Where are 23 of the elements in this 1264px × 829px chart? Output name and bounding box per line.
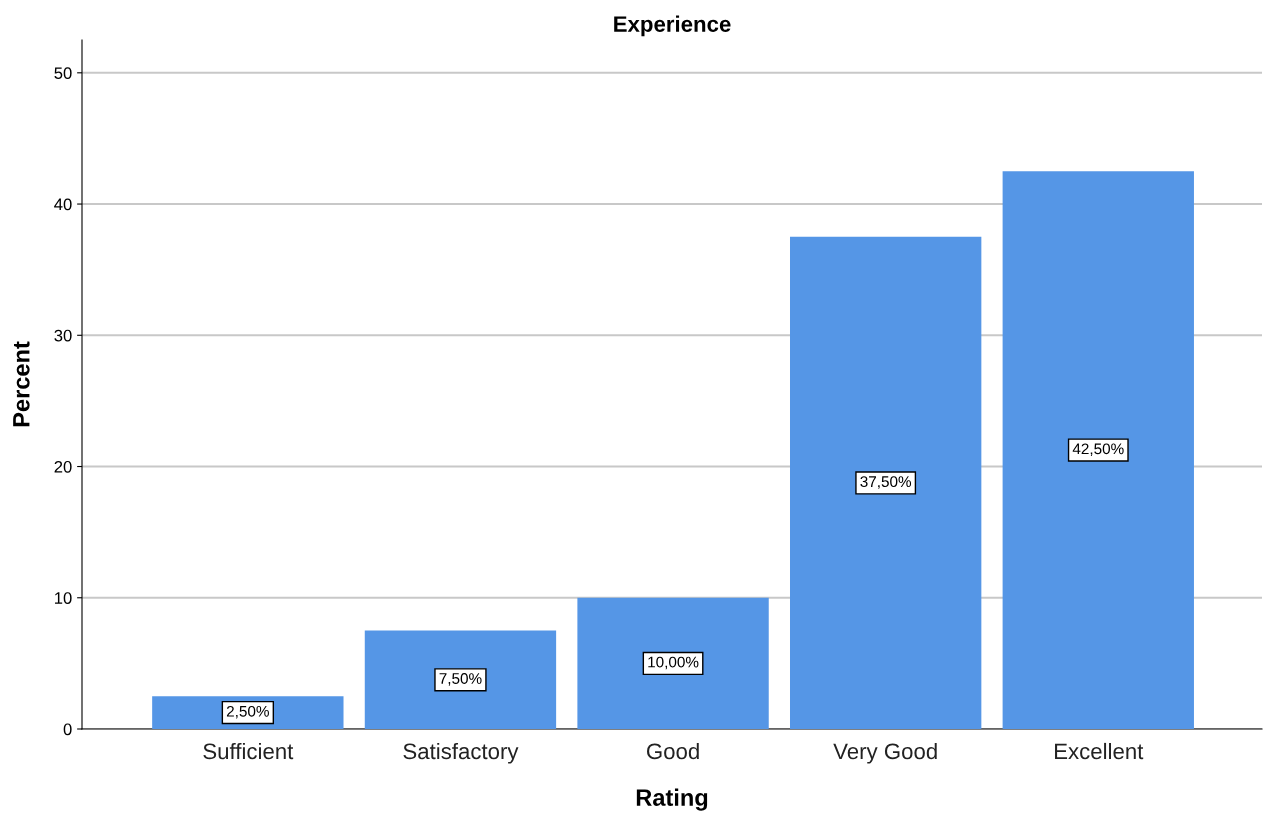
y-axis-title: Percent: [13, 341, 30, 427]
y-tick-label: 30: [54, 329, 72, 342]
data-label: 10,00%: [648, 656, 699, 670]
bar: [790, 236, 982, 729]
x-tick-label: Very Good: [833, 742, 937, 764]
x-axis-title: Rating: [636, 788, 708, 811]
data-label: 7,50%: [439, 673, 482, 686]
y-tick-label: 0: [63, 723, 72, 736]
data-label: 37,50%: [860, 476, 912, 489]
data-label: 42,50%: [1072, 443, 1124, 457]
y-tick-label: 40: [54, 198, 72, 211]
y-tick-label: 50: [54, 67, 72, 80]
y-tick-label: 20: [54, 460, 72, 473]
y-tick-label: 10: [55, 592, 72, 604]
bar: [577, 597, 769, 729]
x-tick-label: Satisfactory: [403, 742, 519, 764]
x-tick-label: Excellent: [1055, 742, 1144, 760]
bar: [364, 630, 557, 729]
x-tick-label: Good: [647, 742, 699, 760]
x-tick-label: Sufficient: [203, 742, 294, 760]
bar: [1002, 171, 1194, 729]
chart-title: Experience: [614, 15, 731, 37]
data-label: 2,50%: [226, 705, 269, 719]
